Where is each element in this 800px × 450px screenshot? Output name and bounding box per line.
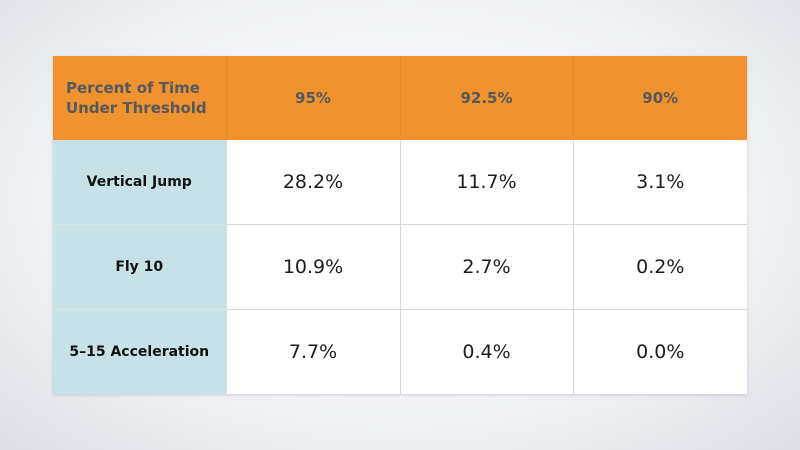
header-cell-92-5: 92.5%	[399, 56, 573, 140]
row-label-5-15-acceleration: 5–15 Acceleration	[53, 309, 226, 394]
table-cell: 28.2%	[225, 140, 400, 225]
threshold-table: Percent of Time Under Threshold 95% 92.5…	[53, 56, 747, 394]
table-cell: 3.1%	[572, 140, 747, 225]
table-row: Fly 10 10.9% 2.7% 0.2%	[53, 224, 747, 310]
header-cell-90: 90%	[572, 56, 747, 140]
table-cell: 11.7%	[399, 140, 573, 225]
table-cell: 0.2%	[572, 224, 747, 310]
header-cell-metric: Percent of Time Under Threshold	[53, 56, 226, 140]
table-cell: 10.9%	[225, 224, 400, 310]
table-cell: 0.0%	[572, 309, 747, 394]
table-cell: 0.4%	[399, 309, 573, 394]
table-cell: 2.7%	[399, 224, 573, 310]
table-cell: 7.7%	[225, 309, 400, 394]
table-row: 5–15 Acceleration 7.7% 0.4% 0.0%	[53, 309, 747, 394]
row-label-vertical-jump: Vertical Jump	[53, 140, 226, 225]
row-label-fly-10: Fly 10	[53, 224, 226, 310]
table-header-row: Percent of Time Under Threshold 95% 92.5…	[53, 56, 747, 140]
table-row: Vertical Jump 28.2% 11.7% 3.1%	[53, 140, 747, 225]
header-cell-95: 95%	[225, 56, 400, 140]
